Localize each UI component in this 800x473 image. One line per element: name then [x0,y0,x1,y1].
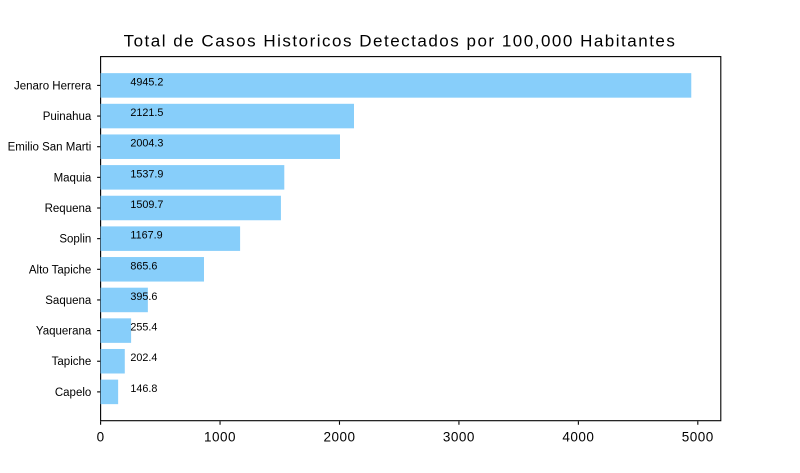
svg-text:1537.9: 1537.9 [130,168,163,180]
svg-text:Soplin: Soplin [59,234,91,246]
svg-text:Saquena: Saquena [45,295,92,307]
svg-text:1509.7: 1509.7 [130,199,163,211]
svg-text:2121.5: 2121.5 [130,107,163,119]
svg-text:3000: 3000 [443,430,475,445]
svg-text:Emilio San Marti: Emilio San Marti [8,142,92,154]
svg-text:865.6: 865.6 [130,260,157,272]
svg-text:Total de Casos Historicos Dete: Total de Casos Historicos Detectados por… [124,31,675,50]
svg-text:2004.3: 2004.3 [130,138,163,150]
svg-text:202.4: 202.4 [130,352,157,364]
svg-text:1000: 1000 [204,430,236,445]
svg-text:395.6: 395.6 [130,291,157,303]
svg-text:Yaquerana: Yaquerana [36,326,92,338]
svg-text:Requena: Requena [45,203,92,215]
svg-text:4945.2: 4945.2 [130,76,163,88]
svg-text:146.8: 146.8 [130,383,157,395]
svg-text:Puinahua: Puinahua [43,111,92,123]
svg-text:4000: 4000 [562,430,594,445]
svg-text:1167.9: 1167.9 [130,230,162,242]
svg-text:0: 0 [97,430,105,445]
svg-text:Capelo: Capelo [55,387,91,399]
svg-text:Maquia: Maquia [54,172,92,184]
svg-text:5000: 5000 [682,430,714,445]
svg-text:Jenaro Herrera: Jenaro Herrera [14,80,92,92]
svg-text:2000: 2000 [323,430,355,445]
svg-text:Alto Tapiche: Alto Tapiche [29,264,91,276]
svg-text:255.4: 255.4 [130,322,157,334]
svg-text:Tapiche: Tapiche [52,356,92,368]
